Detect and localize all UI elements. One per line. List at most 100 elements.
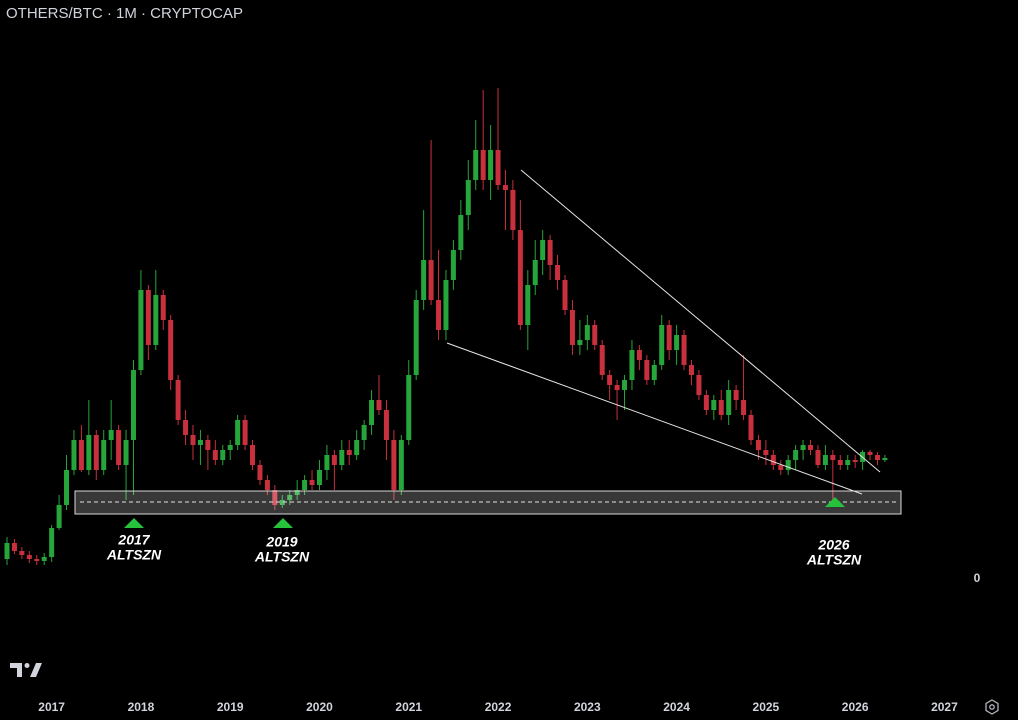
candle-body [339,450,345,465]
candle-body [175,380,181,420]
annotation: 2019 [265,534,297,550]
candle-body [867,452,873,455]
candle-body [264,480,270,490]
candle-body [659,325,665,365]
candle-body [391,440,397,490]
candle-body [145,290,151,345]
signal-arrow [273,518,293,528]
candle-body [837,460,843,465]
candle-body [815,450,821,465]
candle-body [34,559,40,561]
candle-body [763,450,769,455]
candle-body [681,335,687,365]
candle-body [406,375,412,440]
candle-body [309,480,315,485]
candle-body [130,370,136,440]
x-tick-label: 2027 [931,700,958,714]
candle-body [741,400,747,415]
candle-body [153,295,159,345]
candle-body [436,300,442,330]
candle-body [123,440,129,465]
candle-body [510,190,516,230]
candle-body [458,215,464,250]
annotation: ALTSZN [106,547,162,563]
x-tick-label: 2021 [395,700,422,714]
candle-body [733,390,739,400]
candle-body [599,345,605,375]
candle-body [547,240,553,265]
candle-body [287,495,293,500]
candle-body [294,490,300,495]
candle-body [4,543,10,559]
candle-body [197,440,203,445]
candle-body [220,450,226,460]
candle-body [138,290,144,370]
candle-body [808,445,814,450]
candle-body [86,435,92,470]
annotation: ALTSZN [254,549,310,565]
candle-body [651,365,657,380]
lower-trendline [446,342,863,495]
settings-icon[interactable] [985,699,999,715]
candle-body [614,385,620,390]
candle-body [101,440,107,470]
candle-body [674,335,680,350]
candle-body [242,420,248,445]
candle-body [532,260,538,285]
candle-body [800,445,806,450]
candle-body [845,460,851,465]
candle-body [71,440,77,470]
candle-body [64,470,70,505]
candle-body [93,435,99,470]
candle-body [250,445,256,465]
candle-body [324,455,330,470]
upper-trendline [520,169,881,473]
candle-body [376,400,382,410]
candle-body [413,300,419,375]
candle-body [26,555,32,559]
x-tick-label: 2025 [753,700,780,714]
candle-body [778,465,784,470]
candle-body [555,265,561,280]
annotation: 2026 [817,537,849,553]
logo [10,663,42,677]
candle-body [190,435,196,445]
candle-body [822,455,828,465]
candle-body [770,455,776,465]
x-tick-label: 2020 [306,700,333,714]
candle-body [711,400,717,410]
candle-body [488,150,494,180]
candle-body [830,455,836,460]
candle-body [302,480,308,490]
candle-body [852,460,858,462]
candle-body [428,260,434,300]
candle-body [331,455,337,465]
candle-body [421,260,427,300]
candle-body [465,180,471,215]
candle-body [584,325,590,340]
candle-body [748,415,754,440]
x-tick-label: 2018 [128,700,155,714]
candle-body [257,465,263,480]
x-tick-label: 2026 [842,700,869,714]
candle-body [160,295,166,320]
candle-body [874,455,880,460]
x-tick-label: 2022 [485,700,512,714]
annotation: ALTSZN [806,552,862,568]
candle-body [525,285,531,325]
candle-body [480,150,486,180]
candle-body [644,360,650,380]
candle-body [212,450,218,460]
x-tick-label: 2024 [663,700,690,714]
candle-body [726,390,732,415]
candle-body [361,425,367,440]
candle-body [235,420,241,445]
candle-body [183,420,189,435]
candle-body [272,490,278,505]
signal-arrow [124,518,144,528]
candle-body [346,450,352,455]
candle-body [517,230,523,325]
